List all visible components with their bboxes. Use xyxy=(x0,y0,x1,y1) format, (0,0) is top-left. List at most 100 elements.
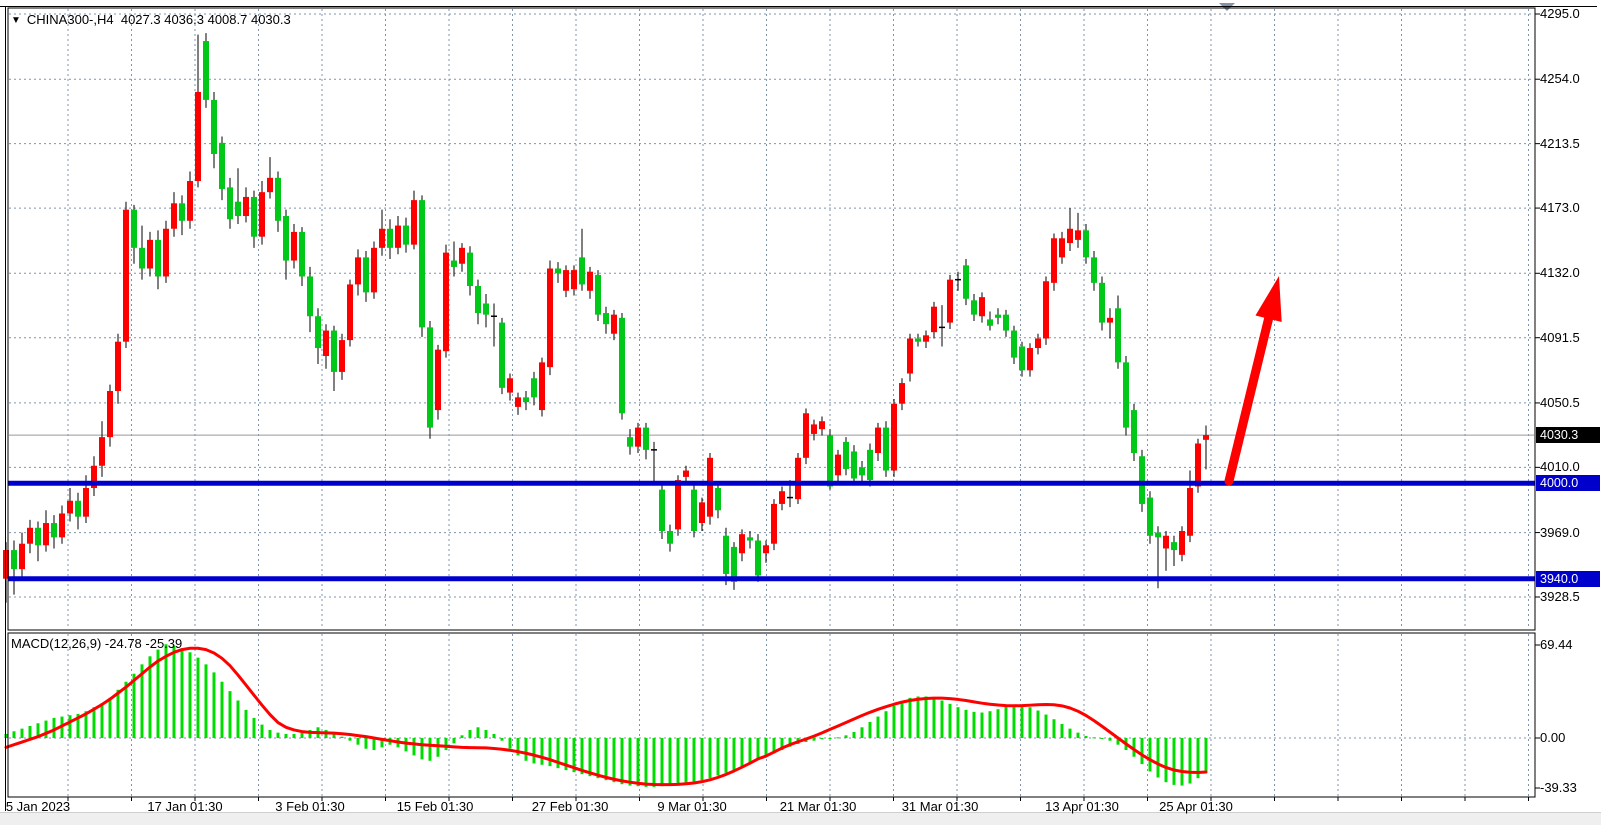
candle-body xyxy=(131,209,137,248)
candle-body xyxy=(531,378,537,398)
candle-body xyxy=(571,270,577,290)
macd-histogram-bar xyxy=(84,711,88,738)
macd-histogram-bar xyxy=(1188,738,1192,784)
macd-histogram-bar xyxy=(908,697,912,738)
candle-body xyxy=(603,313,609,325)
trend-arrow-shaft[interactable] xyxy=(1224,314,1274,486)
macd-histogram-bar xyxy=(20,728,24,738)
candle-body xyxy=(1035,338,1041,349)
candle-body xyxy=(859,467,865,476)
candle-body xyxy=(459,247,465,264)
trend-arrow-head[interactable] xyxy=(1255,276,1282,322)
macd-histogram-bar xyxy=(180,648,184,738)
macd-histogram-bar xyxy=(900,701,904,738)
candle-body xyxy=(475,286,481,314)
price-axis-label: 4213.5 xyxy=(1540,135,1580,151)
candle-body xyxy=(251,196,257,237)
candle-body xyxy=(843,441,849,469)
candle-body xyxy=(35,527,41,546)
macd-histogram-bar xyxy=(132,673,136,738)
candle-body xyxy=(1003,314,1009,331)
macd-histogram-bar xyxy=(236,700,240,738)
macd-histogram-bar xyxy=(636,738,640,787)
macd-histogram-bar xyxy=(948,703,952,738)
candle-body xyxy=(1011,330,1017,358)
macd-histogram-bar xyxy=(676,738,680,785)
macd-histogram-bar xyxy=(956,707,960,738)
macd-histogram-bar xyxy=(924,696,928,738)
time-axis-label: 9 Mar 01:30 xyxy=(657,799,727,814)
candle-body xyxy=(427,327,433,428)
candle-body xyxy=(851,451,857,479)
candle-body xyxy=(715,488,721,511)
macd-histogram-bar xyxy=(164,644,168,738)
macd-histogram-bar xyxy=(356,738,360,745)
macd-histogram-bar xyxy=(652,738,656,787)
candle-body xyxy=(283,216,289,261)
triangle-down-icon[interactable]: ▼ xyxy=(11,15,21,26)
macd-histogram-bar xyxy=(820,738,824,740)
candle-body xyxy=(291,231,297,261)
candle-body xyxy=(611,314,617,334)
candle-body xyxy=(539,362,545,411)
time-axis-label: 5 Jan 2023 xyxy=(5,799,71,814)
macd-histogram-bar xyxy=(484,729,488,738)
candle-body xyxy=(667,530,673,544)
macd-histogram-bar xyxy=(612,738,616,783)
macd-histogram-bar xyxy=(588,738,592,777)
macd-histogram-bar xyxy=(508,738,512,749)
macd-histogram-bar xyxy=(572,738,576,773)
macd-histogram-bar xyxy=(500,738,504,741)
time-axis-label: 15 Feb 01:30 xyxy=(396,799,474,814)
macd-histogram-bar xyxy=(92,707,96,738)
candle-body xyxy=(1139,456,1145,504)
candle-body xyxy=(995,314,1001,318)
macd-histogram-bar xyxy=(156,649,160,738)
price-axis-label: 4254.0 xyxy=(1540,71,1580,87)
candle-body xyxy=(115,341,121,392)
macd-histogram-bar xyxy=(1076,732,1080,738)
macd-histogram-bar xyxy=(644,738,648,787)
candle-body xyxy=(1043,281,1049,339)
macd-histogram-bar xyxy=(1060,723,1064,738)
macd-histogram-bar xyxy=(772,738,776,754)
candle-body xyxy=(683,470,689,477)
candle-body xyxy=(443,252,449,352)
candle-body xyxy=(755,540,761,576)
macd-histogram-bar xyxy=(196,657,200,738)
price-axis-label: 4050.5 xyxy=(1540,394,1580,410)
window-left-border xyxy=(5,6,6,811)
candle-body xyxy=(1131,410,1137,454)
macd-histogram-bar xyxy=(1164,738,1168,783)
candle-body xyxy=(91,465,97,489)
candle-body xyxy=(907,338,913,374)
macd-histogram-bar xyxy=(1108,738,1112,741)
macd-histogram-bar xyxy=(748,738,752,764)
macd-histogram-bar xyxy=(860,727,864,738)
macd-histogram-bar xyxy=(724,738,728,773)
macd-histogram-bar xyxy=(660,738,664,787)
candle-body xyxy=(771,503,777,544)
candle-body xyxy=(659,489,665,531)
candle-body xyxy=(915,338,921,342)
macd-histogram-bar xyxy=(964,709,968,738)
candle-body xyxy=(27,527,33,544)
macd-histogram-bar xyxy=(788,738,792,747)
candle-body xyxy=(739,534,745,554)
window-top-border xyxy=(0,6,1597,7)
candle-body xyxy=(307,276,313,317)
macd-histogram-bar xyxy=(1148,738,1152,772)
macd-histogram-bar xyxy=(1036,710,1040,738)
macd-histogram-bar xyxy=(300,732,304,738)
candle-body xyxy=(1083,230,1089,258)
macd-histogram-bar xyxy=(372,738,376,751)
macd-histogram-bar xyxy=(780,738,784,751)
macd-histogram-bar xyxy=(436,738,440,757)
candle-body xyxy=(507,378,513,393)
candle-body xyxy=(195,91,201,182)
chart-shift-marker-icon xyxy=(1219,3,1235,11)
candle-body xyxy=(267,177,273,193)
macd-histogram-bar xyxy=(532,738,536,764)
